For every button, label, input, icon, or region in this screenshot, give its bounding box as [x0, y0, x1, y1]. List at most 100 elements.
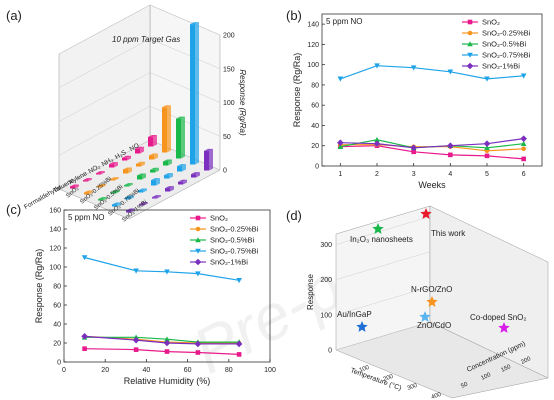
legend-label: SnO₂-0.5%Bi	[210, 236, 255, 245]
z-tick-label: 200	[223, 33, 235, 40]
data-point	[483, 140, 491, 148]
bar-side	[169, 173, 173, 179]
bar	[111, 192, 116, 194]
grid-line	[58, 106, 151, 156]
bar-side	[115, 177, 119, 181]
bar-top	[135, 146, 144, 149]
scatter-point	[372, 223, 384, 234]
bar-top	[163, 159, 172, 162]
legend-label: SnO₂-1%Bi	[210, 258, 248, 267]
data-point	[133, 347, 139, 352]
data-point	[520, 140, 527, 147]
scatter-point	[420, 208, 432, 219]
grid-line	[149, 38, 221, 69]
y-tick-label: 140	[49, 227, 61, 234]
z-tick-label: 100	[223, 100, 235, 107]
bar-top	[96, 171, 105, 174]
bar-top	[191, 172, 200, 175]
point-label: ZnO/CdO	[417, 321, 451, 330]
bar	[122, 157, 127, 161]
bar-top	[136, 161, 145, 164]
y-tick-label: 80	[53, 284, 61, 291]
x-axis-label: Relative Humidity (%)	[124, 376, 211, 386]
data-point	[520, 73, 527, 79]
grid-line	[149, 72, 221, 103]
x-tick-label: 5	[485, 171, 489, 178]
panel-a-chart: 0 50 100 150 200 Response (Rg/Ra) 10 ppm Targe…	[23, 4, 247, 224]
bar-side	[153, 135, 157, 147]
grid-line	[58, 4, 151, 55]
y-tick-label: 60	[311, 103, 319, 110]
bar-side	[157, 195, 161, 199]
data-point	[484, 144, 490, 151]
data-point	[82, 346, 87, 351]
bar	[112, 204, 117, 207]
data-point	[132, 336, 140, 344]
data-point	[337, 76, 344, 82]
bar-side	[144, 202, 148, 206]
bar-top	[149, 153, 158, 156]
conc-tick-label: 100	[480, 372, 492, 382]
data-point	[81, 333, 88, 340]
bar-top	[123, 167, 132, 170]
legend-marker	[466, 62, 474, 70]
data-point	[133, 268, 139, 274]
x-tick-label: 2	[375, 171, 379, 178]
z-tick-label: 300	[320, 242, 332, 249]
bar-side	[168, 159, 172, 166]
temp-tick-label: 300	[407, 383, 419, 392]
bar-top	[137, 173, 146, 176]
bar-top	[112, 202, 121, 205]
bar-side	[167, 105, 171, 153]
point-label: Co-doped SnO₂	[470, 313, 526, 322]
legend-marker	[467, 30, 473, 36]
bar	[149, 155, 154, 160]
grid-line	[58, 139, 151, 190]
y-tick-label: 100	[49, 265, 61, 272]
bar-top	[164, 173, 173, 176]
data-point	[484, 76, 490, 82]
data-point	[373, 140, 381, 148]
bar-side	[141, 161, 145, 167]
x-tick-label: 60	[184, 367, 192, 374]
annotation: 5 ppm NO	[326, 17, 362, 26]
legend-marker	[195, 215, 201, 221]
y-tick-label: 40	[311, 123, 319, 130]
legend-label: SnO₂-1%Bi	[482, 62, 520, 71]
legend-label: SnO₂-0.75%Bi	[482, 51, 531, 60]
bar-top	[109, 162, 118, 165]
x-tick-label: 20	[101, 367, 109, 374]
z-tick-label: 0	[328, 348, 332, 355]
data-point	[411, 149, 416, 155]
bar-top	[150, 167, 159, 170]
scatter-point	[419, 311, 431, 322]
series-line	[340, 65, 524, 80]
bar-top	[84, 190, 93, 193]
bar	[126, 210, 131, 213]
legend-label: SnO₂	[482, 18, 500, 27]
data-point	[235, 340, 243, 348]
bar	[97, 186, 102, 188]
grid-line	[335, 251, 431, 280]
bar	[125, 197, 130, 200]
bar-top	[162, 105, 171, 108]
bar	[138, 190, 143, 193]
data-point	[448, 152, 453, 158]
y-tick-label: 120	[307, 42, 319, 49]
y-tick-label: 20	[53, 341, 61, 348]
bar-side	[128, 167, 132, 174]
bar-top	[83, 178, 92, 181]
bar-top	[204, 148, 213, 151]
bar-side	[75, 184, 79, 189]
panel-label-b: (b)	[286, 8, 302, 23]
legend-marker	[195, 248, 201, 254]
point-label: In₂O₃ nanosheets	[350, 235, 413, 244]
data-point	[374, 136, 380, 142]
bar-side	[103, 197, 107, 201]
bar-top	[138, 188, 147, 191]
conc-tick-label: 150	[500, 364, 512, 374]
data-point	[163, 339, 171, 347]
legend-marker	[467, 41, 473, 47]
bar-top	[152, 195, 161, 198]
